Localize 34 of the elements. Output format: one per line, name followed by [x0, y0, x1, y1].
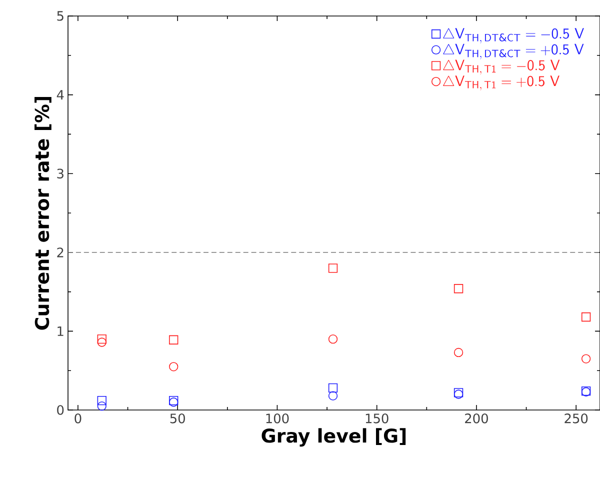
x-tick-label: 250 — [564, 414, 588, 424]
y-tick-label: 4 — [56, 90, 64, 100]
x-tick-label: 0 — [74, 414, 82, 424]
point — [454, 284, 464, 294]
point — [97, 401, 106, 411]
point — [454, 348, 464, 358]
legend-label: $\triangle\mathsf{V}_{\mathsf{TH,\,T1}} = \mathsf{+0.5\ V}$ — [443, 76, 560, 90]
point — [169, 398, 178, 407]
point — [169, 335, 178, 344]
y-tick-label: 3 — [57, 168, 64, 178]
y-tick-label: 5 — [57, 11, 64, 21]
point — [169, 362, 178, 372]
point — [581, 354, 591, 364]
x-tick-label: 100 — [266, 414, 289, 424]
point — [169, 396, 178, 406]
point — [328, 264, 338, 273]
point — [97, 334, 106, 344]
x-axis-title: Gray level [G] — [262, 428, 406, 447]
x-tick-label: 200 — [465, 414, 488, 424]
legend-label: $\triangle\mathsf{V}_{\mathsf{TH,\,DT\&CT}} = \mathsf{-0.5\ V}$ — [443, 28, 584, 44]
point — [328, 391, 338, 400]
x-tick-label: 150 — [366, 414, 388, 424]
point — [581, 312, 591, 322]
point — [328, 383, 338, 393]
legend-label: $\triangle\mathsf{V}_{\mathsf{TH,\,T1}} = \mathsf{-0.5\ V}$ — [443, 60, 560, 75]
y-axis-title: Current error rate [%] — [34, 97, 52, 330]
y-tick-label: 0 — [57, 405, 64, 415]
point — [328, 334, 338, 344]
point — [97, 338, 106, 347]
legend-label: $\triangle\mathsf{V}_{\mathsf{TH,\,DT\&CT}} = \mathsf{+0.5\ V}$ — [443, 44, 584, 60]
point — [97, 396, 106, 406]
y-tick-label: 2 — [57, 248, 64, 258]
y-tick-label: 1 — [58, 326, 64, 336]
x-tick-label: 50 — [170, 414, 185, 424]
